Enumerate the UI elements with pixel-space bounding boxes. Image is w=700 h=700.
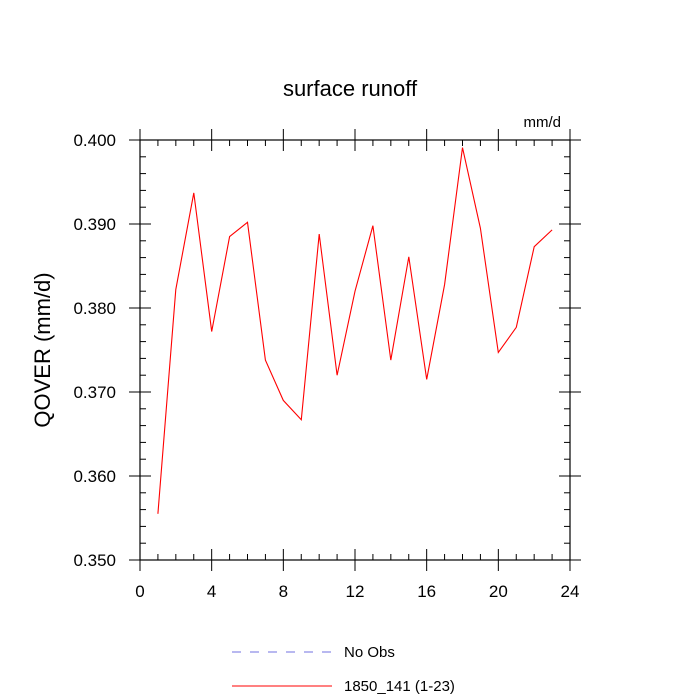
legend: No Obs 1850_141 (1-23) (232, 644, 455, 695)
series-line (157, 147, 553, 514)
y-tick-label: 0.360 (73, 467, 116, 486)
x-tick-label: 20 (489, 582, 508, 601)
y-tick-label: 0.390 (73, 215, 116, 234)
legend-label: No Obs (344, 644, 395, 661)
chart-title: surface runoff (283, 76, 418, 101)
units-label: mm/d (524, 114, 562, 131)
legend-label: 1850_141 (1-23) (344, 678, 455, 695)
plot-frame (139, 139, 571, 561)
x-tick-label: 12 (346, 582, 365, 601)
y-tick-label: 0.370 (73, 383, 116, 402)
y-axis-label: QOVER (mm/d) (30, 272, 55, 427)
x-tick-label: 16 (417, 582, 436, 601)
x-tick-label: 8 (279, 582, 288, 601)
plot-area: 0 4 8 12 16 20 24 0.350 0.360 0.370 0.380 0.390 0.40… (73, 129, 581, 601)
y-tick-label: 0.380 (73, 299, 116, 318)
y-tick-label: 0.350 (73, 551, 116, 570)
x-tick-label: 0 (135, 582, 144, 601)
y-tick-label: 0.400 (73, 131, 116, 150)
x-tick-label: 4 (207, 582, 216, 601)
x-tick-label: 24 (561, 582, 580, 601)
